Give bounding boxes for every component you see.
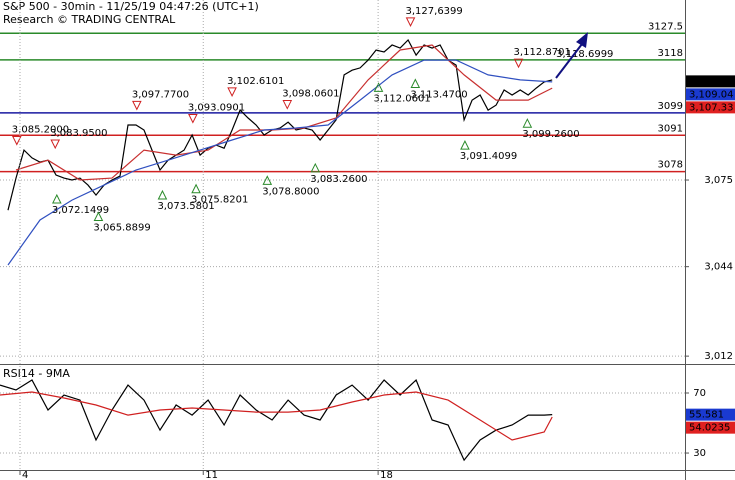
x-tick-label: 4 — [22, 470, 28, 480]
price-tag — [686, 421, 735, 434]
y-tick-label: 3,075 — [704, 175, 733, 186]
level-label: 3099 — [658, 101, 683, 112]
trough-marker — [262, 175, 273, 185]
price-tag-label: 3,107.33 — [689, 102, 734, 113]
trough-marker — [460, 140, 470, 150]
series-line — [0, 391, 553, 441]
peak-label: 3,083.9500 — [50, 128, 107, 139]
y-tick-label: 70 — [693, 388, 706, 399]
series-line — [0, 378, 553, 462]
trough-marker — [310, 162, 321, 173]
trough-label: 3,072.1499 — [52, 205, 109, 216]
peak-marker — [132, 100, 142, 111]
level-label: 3091 — [658, 123, 683, 134]
price-tag — [686, 88, 735, 101]
price-tag-label: 55.581 — [689, 410, 724, 421]
series-line — [7, 59, 553, 266]
peak-marker — [50, 139, 61, 150]
trough-label: 3,073.5801 — [157, 201, 214, 212]
price-tag-label: 54.0235 — [689, 423, 730, 434]
peak-label: 3,093.0901 — [188, 102, 245, 113]
trough-marker — [52, 193, 62, 204]
peak-marker — [227, 87, 237, 97]
trough-marker — [410, 78, 421, 88]
x-tick-label: 18 — [380, 470, 393, 480]
price-tag-label: 3,110.29 — [689, 76, 734, 87]
trough-marker — [191, 183, 201, 194]
trough-marker — [157, 189, 168, 200]
y-tick-label: 3,044 — [704, 262, 733, 273]
trough-label: 3,112.0601 — [374, 93, 431, 104]
peak-label: 3,097.7700 — [132, 89, 189, 100]
rsi-title: RSI14 - 9MA — [3, 367, 70, 380]
peak-marker — [282, 100, 293, 110]
price-tag — [686, 408, 735, 421]
peak-label: 3,098.0601 — [282, 89, 339, 100]
level-label: 3118 — [658, 48, 683, 59]
trough-marker — [373, 82, 384, 92]
trough-label: 3,083.2600 — [310, 174, 367, 185]
trend-arrow-head — [576, 32, 588, 48]
peak-marker — [188, 113, 198, 124]
trough-marker — [522, 118, 533, 128]
level-label: 3078 — [658, 160, 683, 171]
trough-marker — [93, 211, 104, 221]
y-tick-label: 3,012 — [704, 351, 733, 362]
trough-label: 3,078.8000 — [262, 186, 319, 197]
trough-label: 3,065.8899 — [93, 222, 150, 233]
level-label: 3127.5 — [648, 21, 683, 32]
chart-subtitle: Research © TRADING CENTRAL — [3, 13, 176, 26]
price-tag — [686, 75, 735, 88]
trough-label: 3,113.4700 — [410, 89, 467, 100]
x-tick-label: 11 — [205, 470, 218, 480]
target-label: 3,118.6999 — [556, 49, 613, 60]
peak-marker — [11, 136, 22, 146]
peak-label: 3,127,6399 — [406, 6, 463, 17]
peak-label: 3,085.2000 — [12, 125, 69, 136]
chart-title: S&P 500 - 30min - 11/25/19 04:47:26 (UTC… — [3, 0, 259, 13]
trough-label: 3,091.4099 — [460, 151, 517, 162]
series-line — [7, 38, 553, 211]
trend-arrow — [555, 43, 583, 79]
trough-label: 3,099.2600 — [522, 129, 579, 140]
y-tick-label: 30 — [693, 448, 706, 459]
price-tag-label: 3,109.04 — [689, 89, 734, 100]
peak-marker — [513, 58, 524, 69]
peak-label: 3,112.8701 — [514, 47, 571, 58]
peak-label: 3,102.6101 — [227, 76, 284, 87]
peak-marker — [405, 17, 416, 27]
price-tag — [686, 101, 735, 114]
trough-label: 3,075.8201 — [191, 195, 248, 206]
